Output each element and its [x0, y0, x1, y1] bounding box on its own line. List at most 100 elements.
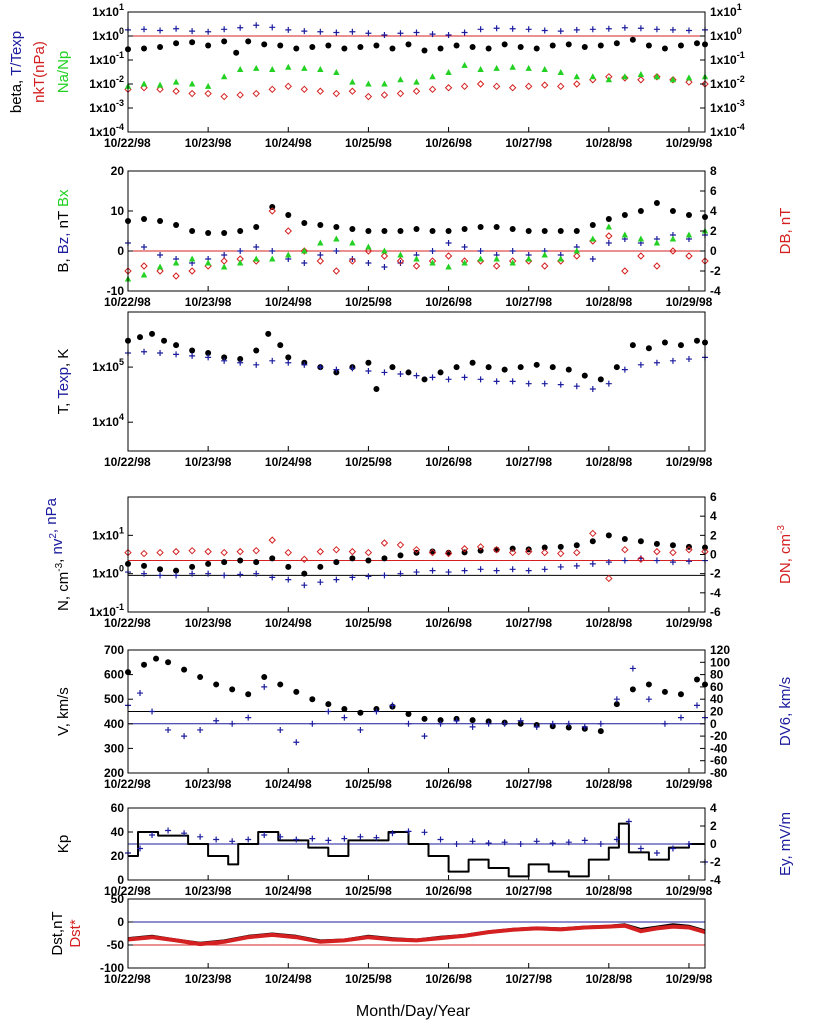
- data-point: [157, 566, 164, 573]
- data-point: [461, 374, 468, 381]
- y-tick-label: 700: [104, 643, 124, 657]
- data-point: [188, 89, 196, 98]
- data-point: [460, 82, 469, 91]
- data-point: [137, 334, 144, 341]
- x-tick-label: 10/22/98: [104, 295, 151, 309]
- data-point: [621, 546, 629, 554]
- data-point: [525, 255, 532, 262]
- data-point: [629, 686, 636, 693]
- data-point: [364, 92, 373, 101]
- data-point: [541, 66, 548, 73]
- data-point: [653, 540, 660, 547]
- data-point: [253, 224, 260, 230]
- data-point: [380, 539, 389, 547]
- data-point: [477, 224, 484, 230]
- x-tick-label: 10/22/98: [104, 884, 151, 898]
- series-line-2: [127, 923, 706, 947]
- data-point: [645, 696, 652, 703]
- y2-tick-label: 1x10-4: [710, 122, 745, 139]
- data-point: [181, 666, 188, 673]
- data-point: [565, 720, 572, 727]
- data-point: [429, 228, 436, 234]
- y2-tick-label: 20: [710, 705, 724, 719]
- data-point: [597, 720, 604, 727]
- data-point: [380, 91, 389, 99]
- x-tick-label: 10/27/98: [505, 884, 552, 898]
- x-tick-label: 10/22/98: [104, 136, 151, 150]
- data-point: [261, 683, 268, 690]
- y2-axis-label: Ey, mV/m: [777, 812, 794, 876]
- data-point: [605, 574, 613, 583]
- data-point: [252, 546, 260, 555]
- data-point: [253, 64, 260, 71]
- data-point: [300, 555, 309, 563]
- data-point: [333, 366, 340, 373]
- data-point: [389, 364, 396, 371]
- x-tick-label: 10/25/98: [345, 136, 392, 150]
- data-point: [557, 255, 564, 262]
- x-axis-label: Month/Day/Year: [356, 1003, 471, 1020]
- data-point: [405, 720, 412, 727]
- data-point: [365, 557, 372, 564]
- data-point: [477, 547, 484, 554]
- data-point: [621, 74, 629, 82]
- data-point: [637, 252, 645, 260]
- data-point: [685, 78, 693, 86]
- data-point: [397, 370, 404, 377]
- data-point: [493, 378, 500, 385]
- data-point: [140, 84, 148, 92]
- data-point: [493, 25, 500, 32]
- data-point: [549, 42, 556, 49]
- data-point: [653, 73, 661, 80]
- data-point: [405, 828, 412, 835]
- data-point: [300, 85, 309, 94]
- data-point: [669, 548, 677, 557]
- data-point: [549, 840, 556, 847]
- data-point: [581, 43, 588, 50]
- data-point: [476, 543, 485, 551]
- data-point: [325, 42, 332, 49]
- data-point: [413, 78, 420, 85]
- y2-tick-label: 1x10-2: [710, 74, 745, 91]
- data-point: [461, 567, 468, 574]
- y2-axis-label: DV6, km/s: [777, 677, 794, 746]
- data-point: [573, 562, 580, 569]
- data-point: [444, 84, 453, 92]
- data-point: [557, 69, 564, 76]
- x-tick-label: 10/23/98: [185, 972, 232, 986]
- data-point: [461, 226, 468, 232]
- data-point: [381, 80, 388, 87]
- y2-tick-label: 0: [710, 837, 717, 851]
- data-point: [445, 69, 452, 76]
- data-point: [453, 717, 460, 724]
- data-point: [413, 255, 420, 262]
- data-point: [205, 570, 212, 577]
- y2-tick-label: -2: [710, 855, 721, 869]
- data-point: [172, 87, 180, 95]
- data-point: [597, 376, 604, 383]
- y-tick-label: 600: [104, 668, 124, 682]
- data-point: [173, 222, 180, 228]
- data-point: [485, 840, 492, 847]
- y2-tick-label: 40: [710, 692, 724, 706]
- data-point: [172, 78, 180, 85]
- series-2: [125, 818, 708, 865]
- data-point: [589, 529, 597, 538]
- x-tick-label: 10/26/98: [425, 295, 472, 309]
- x-tick-label: 10/28/98: [585, 884, 632, 898]
- y2-tick-label: 0: [710, 717, 717, 731]
- data-point: [669, 559, 676, 566]
- data-point: [517, 841, 524, 847]
- data-point: [501, 720, 508, 727]
- data-point: [349, 574, 356, 581]
- data-point: [444, 252, 453, 260]
- data-point: [685, 558, 692, 565]
- y-axis-label: T, Texp, K: [55, 349, 72, 415]
- x-tick-label: 10/23/98: [185, 136, 232, 150]
- x-tick-label: 10/22/98: [104, 455, 151, 469]
- data-point: [173, 25, 180, 32]
- y-tick-label: 20: [111, 849, 125, 863]
- data-point: [629, 36, 636, 43]
- x-tick-label: 10/28/98: [585, 295, 632, 309]
- data-point: [301, 361, 308, 368]
